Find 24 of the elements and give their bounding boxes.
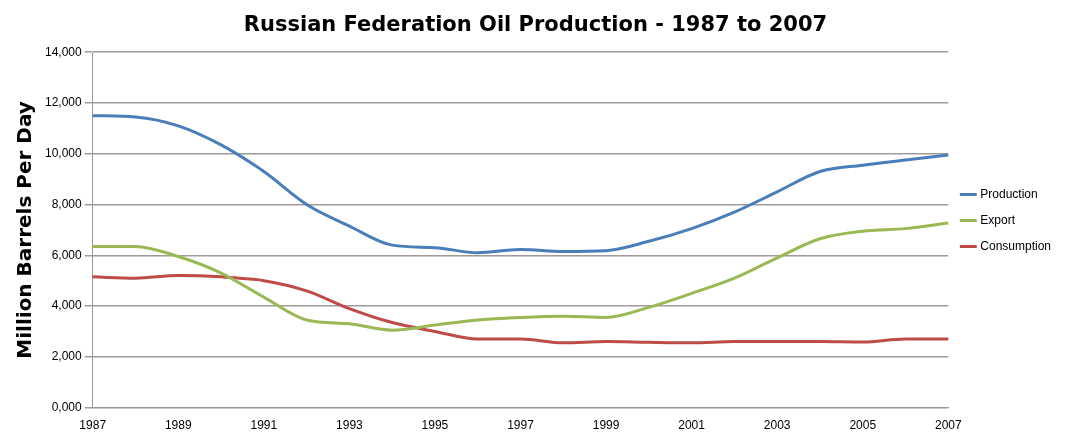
chart-title: Russian Federation Oil Production - 1987 to 2007 [243,12,828,37]
x-tick-label: 2003 [763,418,791,433]
x-tick-label: 1993 [336,418,364,433]
legend-label: Production [980,186,1038,201]
y-tick-label: 10,000 [45,146,83,161]
x-tick-label: 2001 [678,418,706,433]
y-tick-label: 6,000 [51,247,83,262]
y-tick-label: 2,000 [51,349,83,364]
x-tick-label: 1989 [164,418,192,433]
y-axis-title: Million Barrels Per Day [12,101,37,359]
y-tick-label: 14,000 [45,44,83,59]
legend-label: Consumption [980,238,1052,253]
x-tick-label: 1987 [79,418,107,433]
x-tick-label: 2005 [849,418,877,433]
x-tick-label: 1991 [250,418,278,433]
x-tick-label: 1997 [507,418,535,433]
y-tick-label: 12,000 [45,95,83,110]
x-tick-label: 1995 [421,418,449,433]
y-tick-label: 8,000 [51,196,83,211]
y-tick-label: 0,000 [51,399,83,414]
y-tick-label: 4,000 [51,298,83,313]
x-tick-label: 1999 [592,418,620,433]
legend-label: Export [980,212,1016,227]
x-tick-label: 2007 [934,418,962,433]
